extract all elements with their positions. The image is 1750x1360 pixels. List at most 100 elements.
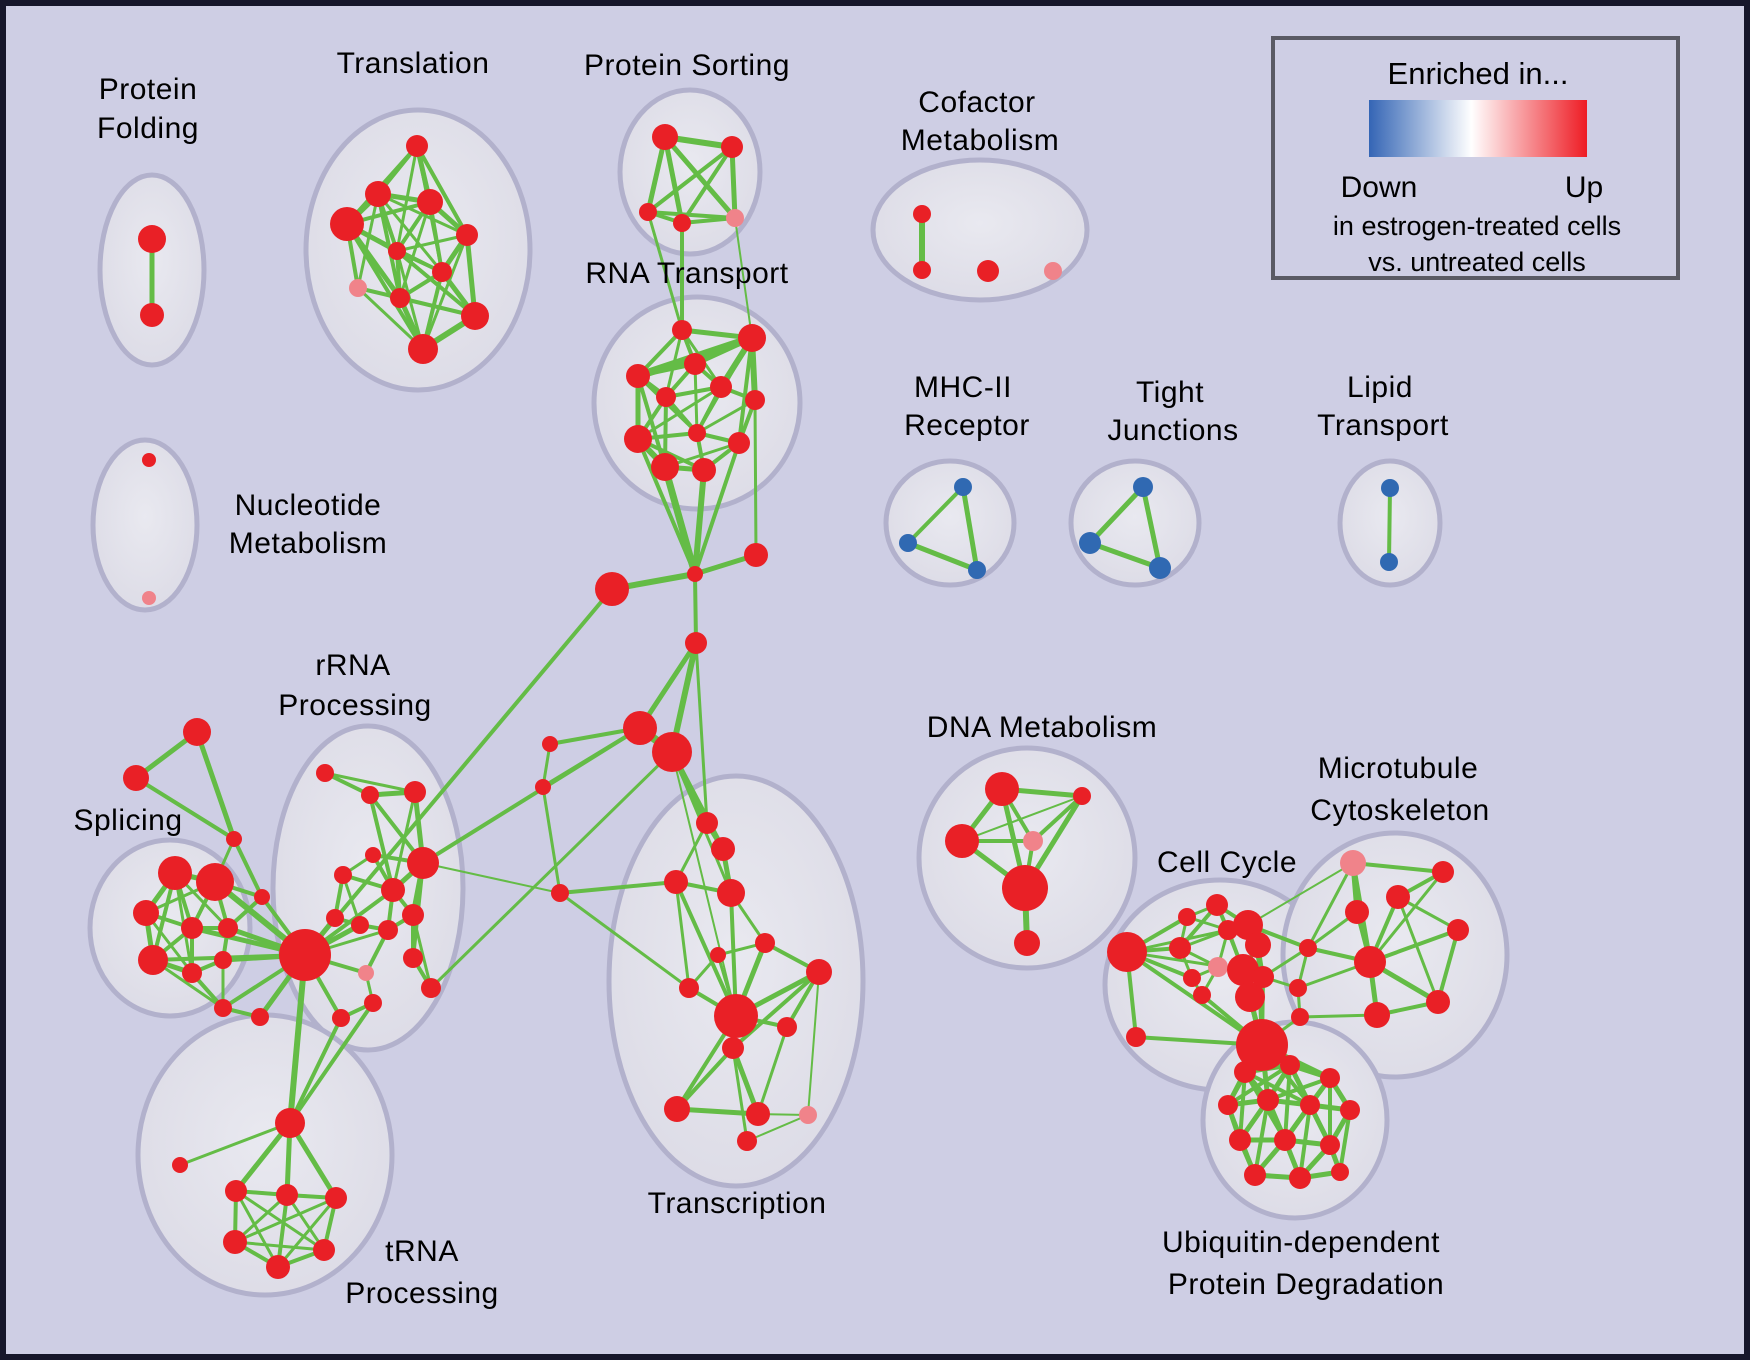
network-node-MT3[interactable] <box>1386 885 1410 909</box>
network-node-MT2[interactable] <box>1345 900 1369 924</box>
network-node-PF2[interactable] <box>140 303 164 327</box>
network-node-PF1[interactable] <box>138 225 166 253</box>
network-edge-T2-T8[interactable] <box>356 192 380 290</box>
network-edge-D2-D3[interactable] <box>961 795 1083 842</box>
network-node-TR5[interactable] <box>755 933 775 953</box>
network-node-TJ2[interactable] <box>1079 532 1101 554</box>
network-edge-TL1-TR8[interactable] <box>558 891 691 990</box>
network-node-T8[interactable] <box>349 279 367 297</box>
network-node-RT2[interactable] <box>738 324 766 352</box>
network-node-CC3[interactable] <box>1169 937 1191 959</box>
network-edge-TN5-TN6[interactable] <box>233 1240 326 1252</box>
network-node-D6[interactable] <box>1014 930 1040 956</box>
network-node-J5[interactable] <box>623 711 657 745</box>
network-edge-J4-TR1[interactable] <box>694 641 709 825</box>
network-node-U9[interactable] <box>1274 1129 1296 1151</box>
network-node-T10[interactable] <box>461 302 489 330</box>
network-node-CC4[interactable] <box>1178 908 1196 926</box>
network-node-TN6[interactable] <box>313 1239 335 1261</box>
network-edge-U1-U8[interactable] <box>1238 1070 1247 1142</box>
network-edge-D2-D4[interactable] <box>1031 794 1084 843</box>
network-node-TRI2[interactable] <box>123 765 149 791</box>
network-edge-MT6-MT7[interactable] <box>1436 928 1460 1004</box>
network-edge-R14-TRH[interactable] <box>288 1001 375 1125</box>
network-node-CF4[interactable] <box>1044 262 1062 280</box>
network-edge-J8-TL1[interactable] <box>541 785 562 895</box>
network-node-N1[interactable] <box>142 453 156 467</box>
network-node-J3[interactable] <box>595 572 629 606</box>
network-node-U10[interactable] <box>1320 1135 1340 1155</box>
network-node-CChub[interactable] <box>1236 1019 1288 1071</box>
network-node-M2[interactable] <box>899 534 917 552</box>
network-edge-J3-SPhub[interactable] <box>303 587 614 957</box>
network-node-PS4[interactable] <box>673 214 691 232</box>
network-node-MT5[interactable] <box>1364 1002 1390 1028</box>
network-edge-R7-TL1[interactable] <box>422 862 561 894</box>
network-node-D5[interactable] <box>1002 865 1048 911</box>
network-node-U8[interactable] <box>1229 1129 1251 1151</box>
network-edge-PS5-RT2[interactable] <box>734 217 753 339</box>
network-node-CC2[interactable] <box>1126 1027 1146 1047</box>
network-edge-RT2-RT10[interactable] <box>737 336 754 445</box>
network-edge-MT3-MT6[interactable] <box>1396 895 1440 1004</box>
network-edge-PS3-RT1[interactable] <box>646 210 684 332</box>
network-edge-RT12-J1[interactable] <box>692 467 707 577</box>
network-node-TRI3[interactable] <box>226 831 242 847</box>
network-node-J7[interactable] <box>542 736 558 752</box>
network-node-U7[interactable] <box>1340 1100 1360 1120</box>
network-edge-PS2-PS4[interactable] <box>680 145 734 225</box>
network-node-RT7[interactable] <box>745 390 765 410</box>
network-node-S9[interactable] <box>254 889 270 905</box>
network-node-R10[interactable] <box>378 920 398 940</box>
network-node-TN3[interactable] <box>276 1184 298 1206</box>
network-node-L1[interactable] <box>1381 479 1399 497</box>
network-node-U11[interactable] <box>1244 1164 1266 1186</box>
network-node-T7[interactable] <box>432 262 452 282</box>
network-node-M1[interactable] <box>954 478 972 496</box>
network-edge-TN4-TN7[interactable] <box>276 1196 338 1269</box>
network-node-S2[interactable] <box>196 863 234 901</box>
network-node-CC17[interactable] <box>1299 939 1317 957</box>
network-node-S10[interactable] <box>214 999 232 1017</box>
network-edge-T1-T5[interactable] <box>415 144 469 237</box>
network-edge-R11-R16[interactable] <box>411 913 433 990</box>
network-edge-MT1-MT8[interactable] <box>1351 861 1445 874</box>
network-edge-TR13-TR14[interactable] <box>746 1114 809 1142</box>
network-edge-RT7-RT8[interactable] <box>695 398 757 435</box>
network-node-TR10[interactable] <box>722 1037 744 1059</box>
network-node-R16[interactable] <box>421 978 441 998</box>
network-edge-RT11-J1[interactable] <box>661 463 699 578</box>
network-node-CF1[interactable] <box>913 205 931 223</box>
network-node-TR3[interactable] <box>664 870 688 894</box>
network-node-TJ1[interactable] <box>1133 477 1153 497</box>
network-edge-TRI3-S9[interactable] <box>232 837 264 899</box>
network-node-R1[interactable] <box>316 764 334 782</box>
network-edge-CC17-MT1[interactable] <box>1306 861 1355 950</box>
network-edge-TL1-TR3[interactable] <box>558 880 678 895</box>
network-node-TR8[interactable] <box>679 978 699 998</box>
network-edge-R3-R6[interactable] <box>391 790 417 892</box>
network-edge-TRI1-TRI3[interactable] <box>194 729 237 842</box>
network-node-J8[interactable] <box>535 779 551 795</box>
network-node-CC11[interactable] <box>1235 982 1265 1012</box>
network-node-T6[interactable] <box>388 242 406 260</box>
network-node-SPhub[interactable] <box>279 929 331 981</box>
network-node-R6[interactable] <box>381 878 405 902</box>
network-node-S7[interactable] <box>182 963 202 983</box>
network-edge-T5-T6[interactable] <box>395 233 469 253</box>
network-edge-MT4-MT8[interactable] <box>1368 870 1445 964</box>
network-node-T2[interactable] <box>365 181 391 207</box>
network-node-CC9[interactable] <box>1245 932 1271 958</box>
network-node-L2[interactable] <box>1380 553 1398 571</box>
network-edge-RT3-RT8[interactable] <box>693 362 699 435</box>
network-node-PS5[interactable] <box>726 209 744 227</box>
network-edge-RT10-J1[interactable] <box>693 441 741 576</box>
network-node-TN4[interactable] <box>325 1187 347 1209</box>
network-node-TN7[interactable] <box>266 1255 290 1279</box>
network-node-CC15[interactable] <box>1289 979 1307 997</box>
network-edge-TN3-TN6[interactable] <box>285 1193 326 1252</box>
network-edge-CC8-MT1[interactable] <box>1247 862 1354 926</box>
network-node-TN2[interactable] <box>225 1180 247 1202</box>
network-edge-PS1-PS5[interactable] <box>662 134 738 221</box>
network-edge-SPhub-TRH[interactable] <box>287 952 308 1126</box>
